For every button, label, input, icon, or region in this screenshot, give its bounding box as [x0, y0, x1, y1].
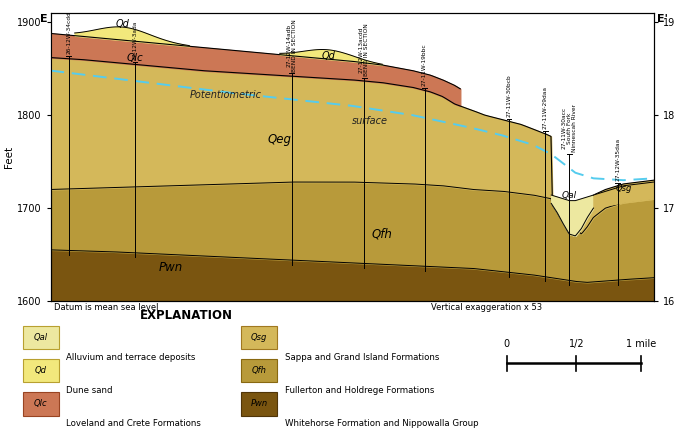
- FancyBboxPatch shape: [22, 392, 59, 416]
- Text: EXPLANATION: EXPLANATION: [140, 309, 233, 322]
- Text: Datum is mean sea level: Datum is mean sea level: [53, 303, 158, 312]
- Text: Qeg: Qeg: [268, 133, 292, 146]
- Text: Vertical exaggeration x 53: Vertical exaggeration x 53: [431, 303, 542, 312]
- Text: 27-11W-19bbc: 27-11W-19bbc: [422, 43, 427, 86]
- Text: Pwn: Pwn: [159, 261, 183, 274]
- Text: Qd: Qd: [116, 19, 130, 29]
- FancyBboxPatch shape: [22, 359, 59, 382]
- Text: E: E: [40, 14, 48, 25]
- Text: Whitehorse Formation and Nippowalla Group: Whitehorse Formation and Nippowalla Grou…: [284, 420, 478, 428]
- Text: Qd: Qd: [34, 366, 47, 375]
- Text: Pwn: Pwn: [251, 400, 268, 408]
- Text: Qlc: Qlc: [127, 53, 144, 63]
- Text: Potentiometric: Potentiometric: [189, 90, 262, 100]
- Text: Loveland and Crete Formations: Loveland and Crete Formations: [66, 420, 201, 428]
- Text: Qal: Qal: [561, 191, 577, 200]
- Text: 27-11W-30bcb: 27-11W-30bcb: [506, 74, 512, 117]
- Text: E': E': [656, 14, 668, 25]
- Y-axis label: Feet: Feet: [4, 146, 14, 168]
- Text: Qfh: Qfh: [251, 366, 266, 375]
- FancyBboxPatch shape: [241, 359, 277, 382]
- Text: 27-12W-14adb
BEND IN SECTION: 27-12W-14adb BEND IN SECTION: [286, 19, 297, 71]
- Text: Qsg: Qsg: [615, 184, 632, 193]
- FancyBboxPatch shape: [241, 392, 277, 416]
- Text: surface: surface: [353, 116, 388, 126]
- Text: Qd: Qd: [321, 52, 335, 61]
- Text: 26-12W-34cdd: 26-12W-34cdd: [66, 11, 71, 54]
- FancyBboxPatch shape: [241, 326, 277, 349]
- Text: 27-11W-30acc
South Fork
Ninnescah River: 27-11W-30acc South Fork Ninnescah River: [561, 104, 577, 152]
- Text: Dune sand: Dune sand: [66, 386, 113, 395]
- Text: 1/2: 1/2: [568, 339, 584, 349]
- Text: 27-12W-3ada: 27-12W-3ada: [133, 20, 137, 60]
- Text: 0: 0: [503, 339, 510, 349]
- Text: Alluvium and terrace deposits: Alluvium and terrace deposits: [66, 353, 195, 362]
- Text: Qfh: Qfh: [372, 228, 393, 241]
- Text: 27-12W-13acdd
BEND IN SECTION: 27-12W-13acdd BEND IN SECTION: [359, 23, 369, 76]
- FancyBboxPatch shape: [22, 326, 59, 349]
- Text: 27-11W-29daa: 27-11W-29daa: [543, 86, 548, 129]
- Text: Qal: Qal: [34, 333, 48, 342]
- Text: Fullerton and Holdrege Formations: Fullerton and Holdrege Formations: [284, 386, 434, 395]
- Text: Qsg: Qsg: [251, 333, 268, 342]
- Text: Sappa and Grand Island Formations: Sappa and Grand Island Formations: [284, 353, 439, 362]
- Text: 1 mile: 1 mile: [626, 339, 656, 349]
- Text: Qlc: Qlc: [34, 400, 48, 408]
- Text: 27-12W-35daa: 27-12W-35daa: [615, 138, 620, 181]
